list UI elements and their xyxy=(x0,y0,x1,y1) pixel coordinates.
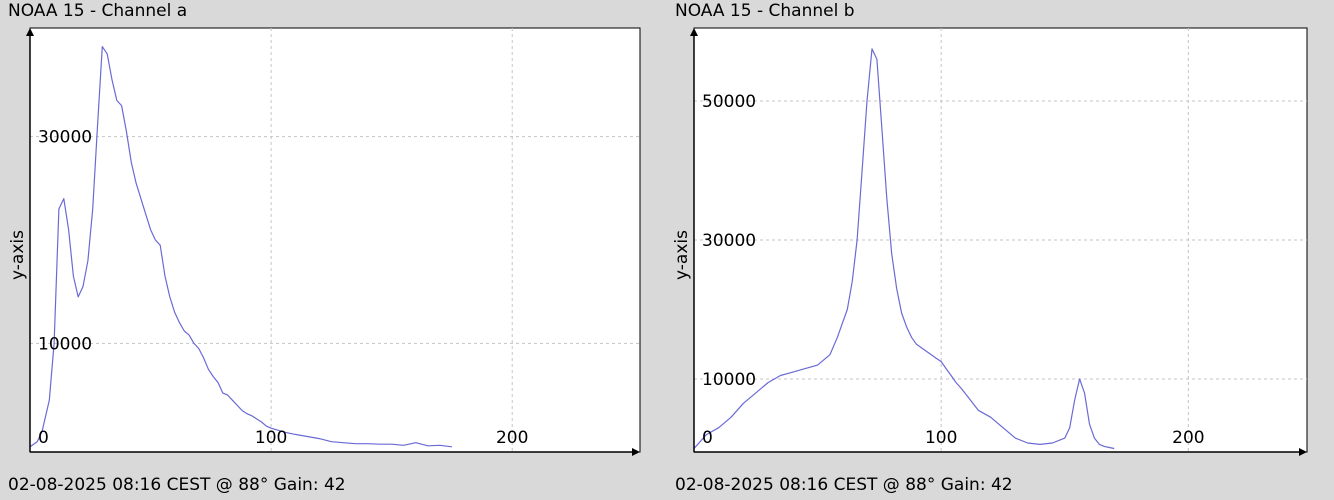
y-tick-label: 10000 xyxy=(38,334,92,354)
plot-area xyxy=(29,27,641,453)
series-line xyxy=(693,48,1115,450)
chart-panel-b: NOAA 15 - Channel b 0 100 200 10000 30000 500… xyxy=(667,0,1334,500)
x-axis-arrow xyxy=(1299,448,1307,456)
x-tick-label: 0 xyxy=(38,428,49,448)
y-tick-label: 30000 xyxy=(38,128,92,148)
chart-plot-b: 0 100 200 10000 30000 50000 y-axis xyxy=(672,27,1308,456)
x-tick-label: 200 xyxy=(1172,428,1204,448)
x-tick-label: 200 xyxy=(496,428,528,448)
y-axis-label: y-axis xyxy=(8,230,28,280)
x-tick-label: 100 xyxy=(925,428,957,448)
y-axis-arrow xyxy=(26,28,34,36)
x-tick-label: 100 xyxy=(255,428,287,448)
y-tick-label: 10000 xyxy=(702,370,756,390)
x-tick-label: 0 xyxy=(702,428,713,448)
y-axis-label: y-axis xyxy=(672,230,692,280)
y-axis-arrow xyxy=(690,28,698,36)
chart-title: NOAA 15 - Channel a xyxy=(8,1,188,21)
chart-footer: 02-08-2025 08:16 CEST @ 88° Gain: 42 xyxy=(8,475,346,495)
series-line xyxy=(29,45,452,448)
chart-plot-a: 0 100 200 10000 30000 y-axis xyxy=(8,27,641,456)
chart-footer: 02-08-2025 08:16 CEST @ 88° Gain: 42 xyxy=(675,475,1013,495)
x-axis-arrow xyxy=(632,448,640,456)
chart-title: NOAA 15 - Channel b xyxy=(675,1,855,21)
y-tick-label: 30000 xyxy=(702,231,756,251)
y-tick-label: 50000 xyxy=(702,92,756,112)
chart-panel-a: NOAA 15 - Channel a 0 100 200 10000 30000 y-a… xyxy=(8,1,641,495)
